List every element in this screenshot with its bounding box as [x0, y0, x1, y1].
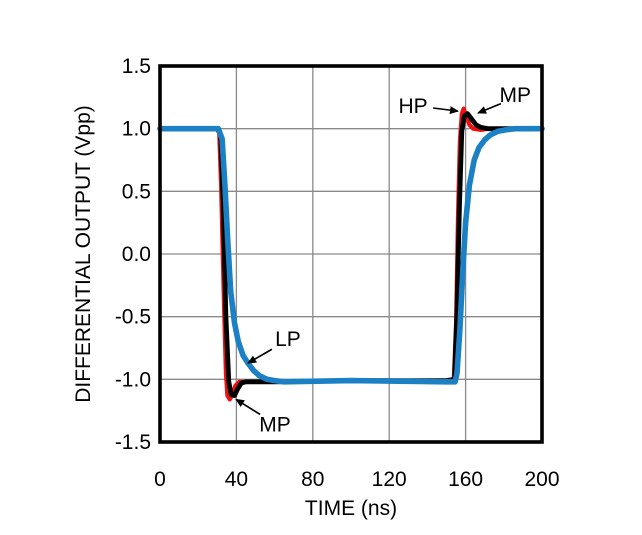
x-tick-label: 120: [372, 468, 407, 491]
y-axis-title: DIFFERENTIAL OUTPUT (Vpp): [72, 105, 95, 403]
plot-frame: [158, 64, 544, 444]
y-tick-label: -1.5: [115, 431, 151, 454]
y-tick-label: 1.0: [122, 118, 151, 141]
y-tick-label: -1.0: [115, 368, 151, 391]
x-tick-label: 160: [448, 468, 483, 491]
annotation-arrow-mp: [477, 102, 502, 114]
x-axis-title: TIME (ns): [304, 497, 398, 520]
x-tick-label: 80: [301, 468, 324, 491]
x-tick-label: 0: [154, 468, 166, 491]
x-tick-label: 40: [225, 468, 248, 491]
annotation-arrow-hp: [433, 106, 459, 115]
y-tick-label: -0.5: [115, 306, 151, 329]
annotation-arrow-mp: [235, 398, 261, 416]
y-tick-label: 0.0: [122, 243, 151, 266]
series-line-lp: [157, 125, 545, 385]
x-tick-label: 200: [524, 468, 559, 491]
y-tick-label: 0.5: [122, 180, 151, 203]
annotation-label-mp: MP: [500, 84, 532, 107]
annotation-label-hp: HP: [398, 95, 427, 118]
y-tick-label: 1.5: [122, 55, 151, 78]
annotation-label-lp: LP: [275, 328, 301, 351]
annotation-arrow-lp: [247, 348, 273, 364]
annotation-label-mp: MP: [259, 413, 291, 436]
